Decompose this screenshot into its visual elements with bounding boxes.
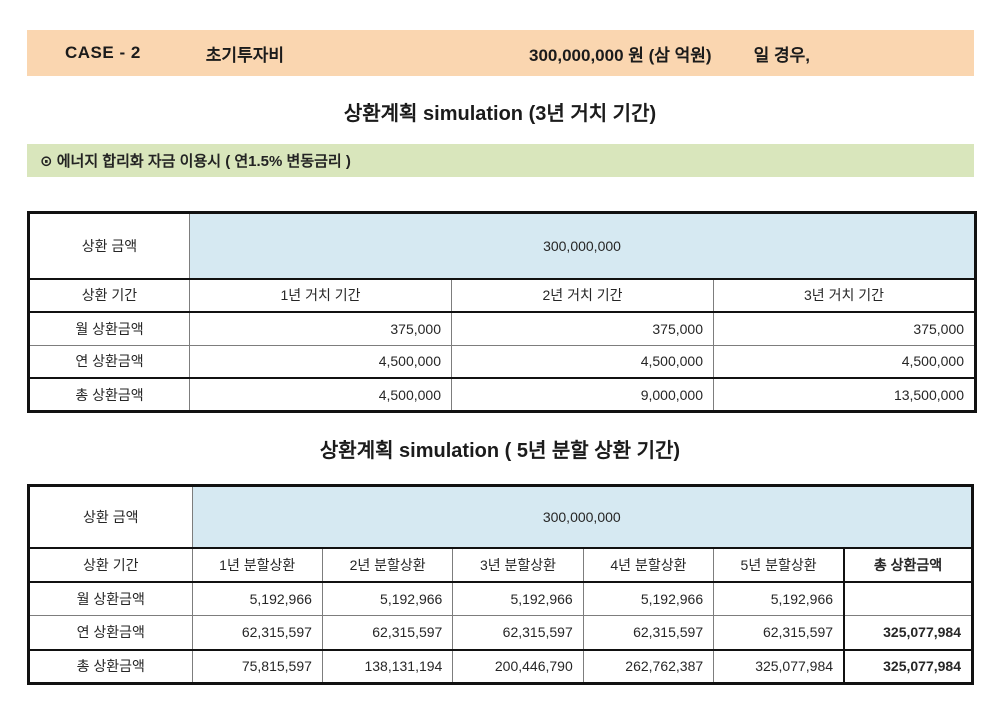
t2-period-row-label: 상환 기간 (28, 547, 193, 583)
case-header-bar: CASE - 2 초기투자비 300,000,000 원 (삼 억원) 일 경우… (27, 30, 974, 76)
t2-monthly-year5: 5,192,966 (713, 581, 846, 616)
t2-amount-row-label: 상환 금액 (28, 485, 193, 549)
t1-column-header-2: 2년 거치 기간 (451, 278, 714, 313)
table-row: 상환 기간 1년 분할상환 2년 분할상환 3년 분할상환 4년 분할상환 5년… (28, 547, 974, 583)
t2-monthly-year1: 5,192,966 (191, 581, 323, 616)
t2-row-label-yearly: 연 상환금액 (28, 615, 193, 651)
t1-row-label-total: 총 상환금액 (28, 377, 190, 413)
case-label: CASE - 2 (65, 43, 141, 62)
t1-column-header-1: 1년 거치 기간 (189, 278, 452, 313)
initial-investment-label: 초기투자비 (205, 45, 284, 65)
t2-yearly-year2: 62,315,597 (321, 615, 454, 651)
t1-monthly-year2: 375,000 (451, 311, 714, 346)
financing-note-text: ⊙ 에너지 합리화 자금 이용시 ( 연1.5% 변동금리 ) (40, 153, 351, 170)
table-row: 연 상환금액 62,315,597 62,315,597 62,315,597 … (28, 615, 974, 651)
t2-total-year4: 262,762,387 (582, 649, 715, 684)
t1-total-year3: 13,500,000 (712, 377, 977, 413)
section-2-title: 상환계획 simulation ( 5년 분할 상환 기간) (319, 440, 681, 462)
t2-yearly-total: 325,077,984 (843, 615, 974, 651)
case-condition-suffix: 일 경우, (753, 45, 810, 65)
t2-yearly-year3: 62,315,597 (452, 615, 584, 651)
t2-monthly-year4: 5,192,966 (582, 581, 715, 616)
t1-period-row-label: 상환 기간 (28, 278, 190, 313)
t2-column-header-total: 총 상환금액 (843, 547, 974, 583)
t2-column-header-1: 1년 분할상환 (191, 547, 323, 583)
t2-total-amount-cell: 300,000,000 (191, 485, 974, 549)
table-row: 상환 기간 1년 거치 기간 2년 거치 기간 3년 거치 기간 (28, 278, 977, 313)
t1-yearly-year2: 4,500,000 (451, 344, 714, 380)
grace-period-simulation-table: 상환 금액 300,000,000 상환 기간 1년 거치 기간 2년 거치 기… (27, 211, 978, 413)
t2-grand-total: 325,077,984 (843, 649, 974, 684)
t1-row-label-monthly: 월 상환금액 (28, 311, 190, 346)
table-row: 월 상환금액 5,192,966 5,192,966 5,192,966 5,1… (28, 581, 974, 616)
t2-row-label-monthly: 월 상환금액 (28, 581, 193, 616)
financing-note-bar: ⊙ 에너지 합리화 자금 이용시 ( 연1.5% 변동금리 ) (27, 144, 974, 177)
t2-row-label-total: 총 상환금액 (28, 649, 193, 684)
t2-column-header-4: 4년 분할상환 (582, 547, 715, 583)
table-row: 연 상환금액 4,500,000 4,500,000 4,500,000 (28, 344, 977, 380)
table-row: 총 상환금액 4,500,000 9,000,000 13,500,000 (28, 377, 977, 413)
table-row: 월 상환금액 375,000 375,000 375,000 (28, 311, 977, 346)
table-row: 상환 금액 300,000,000 (28, 485, 974, 549)
t2-monthly-total (843, 581, 974, 616)
t1-row-label-yearly: 연 상환금액 (28, 344, 190, 380)
table-row: 상환 금액 300,000,000 (28, 211, 977, 280)
table-row: 총 상환금액 75,815,597 138,131,194 200,446,79… (28, 649, 974, 684)
t1-monthly-year1: 375,000 (189, 311, 452, 346)
t1-total-year2: 9,000,000 (451, 377, 714, 413)
t2-total-year1: 75,815,597 (191, 649, 323, 684)
initial-investment-amount: 300,000,000 원 (삼 억원) (529, 45, 712, 65)
t1-total-year1: 4,500,000 (189, 377, 452, 413)
t1-total-amount-cell: 300,000,000 (188, 211, 977, 280)
t1-monthly-year3: 375,000 (712, 311, 977, 346)
t2-monthly-year3: 5,192,966 (452, 581, 584, 616)
t1-amount-row-label: 상환 금액 (28, 211, 190, 280)
t2-yearly-year4: 62,315,597 (582, 615, 715, 651)
installment-simulation-table: 상환 금액 300,000,000 상환 기간 1년 분할상환 2년 분할상환 … (27, 484, 974, 685)
t2-column-header-3: 3년 분할상환 (452, 547, 584, 583)
t1-column-header-3: 3년 거치 기간 (712, 278, 977, 313)
t2-total-year2: 138,131,194 (321, 649, 454, 684)
section-1-title: 상환계획 simulation (3년 거치 기간) (343, 103, 657, 125)
t2-yearly-year5: 62,315,597 (713, 615, 846, 651)
t1-yearly-year3: 4,500,000 (712, 344, 977, 380)
t2-column-header-5: 5년 분할상환 (713, 547, 846, 583)
t2-monthly-year2: 5,192,966 (321, 581, 454, 616)
t2-yearly-year1: 62,315,597 (191, 615, 323, 651)
t1-yearly-year1: 4,500,000 (189, 344, 452, 380)
t2-column-header-2: 2년 분할상환 (321, 547, 454, 583)
t2-total-year3: 200,446,790 (452, 649, 584, 684)
t2-total-year5: 325,077,984 (713, 649, 846, 684)
